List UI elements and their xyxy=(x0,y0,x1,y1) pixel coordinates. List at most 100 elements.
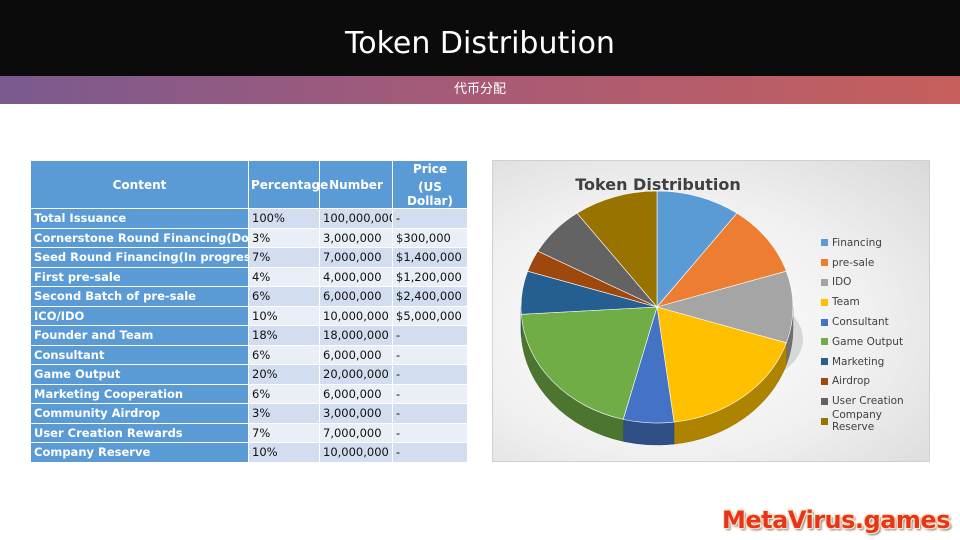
cell-price: $1,200,000 xyxy=(392,266,468,287)
cell-content: First pre-sale xyxy=(30,266,249,287)
title-bar xyxy=(0,0,960,76)
pie-slice xyxy=(576,190,658,308)
table-row: Seed Round Financing(In progress) 7% 7,000… xyxy=(30,247,468,268)
cell-number: 10,000,000 xyxy=(319,442,393,463)
cell-percentage: 3% xyxy=(248,403,320,424)
cell-number: 4,000,000 xyxy=(319,266,393,287)
table-row: Game Output 20% 20,000,000- xyxy=(30,364,468,385)
cell-percentage: 18% xyxy=(248,325,320,346)
pie-slice xyxy=(656,212,787,308)
cell-price: - xyxy=(392,383,468,404)
cell-content: Community Airdrop xyxy=(30,403,249,424)
cell-price: - xyxy=(392,344,468,365)
legend-label: Financing xyxy=(832,236,882,249)
cell-percentage: 6% xyxy=(248,344,320,365)
table-row: First pre-sale 4% 4,000,000 $1,200,000 xyxy=(30,266,468,287)
legend-item: Company Reserve xyxy=(821,409,925,434)
table-row: Community Airdrop 3% 3,000,000- xyxy=(30,403,468,424)
cell-price: $2,400,000 xyxy=(392,286,468,307)
cell-percentage: 10% xyxy=(248,305,320,326)
cell-percentage: 6% xyxy=(248,383,320,404)
cell-percentage: 6% xyxy=(248,286,320,307)
legend-swatch xyxy=(821,259,828,267)
table-row: Company Reserve 10% 10,000,000- xyxy=(30,442,468,463)
legend-label: IDO xyxy=(832,276,852,289)
pie-chart xyxy=(520,190,803,446)
cell-number: 20,000,000 xyxy=(319,364,393,385)
cell-percentage: 100% xyxy=(248,208,320,229)
cell-percentage: 4% xyxy=(248,266,320,287)
legend-label: pre-sale xyxy=(832,256,875,269)
pie-slice xyxy=(520,306,658,420)
legend-item: Airdrop xyxy=(821,372,925,392)
header-price-line2: (US Dollar) xyxy=(407,179,453,208)
cell-content: ICO/IDO xyxy=(30,305,249,326)
subtitle-bar xyxy=(0,76,960,104)
cell-content: Founder and Team xyxy=(30,325,249,346)
legend-item: Team xyxy=(821,292,925,312)
cell-number: 100,000,000 xyxy=(319,208,393,229)
table-row: Consultant 6% 6,000,000- xyxy=(30,344,468,365)
cell-percentage: 20% xyxy=(248,364,320,385)
legend-item: Game Output xyxy=(821,332,925,352)
table-header-row: Content Percentage Number Price (US Doll… xyxy=(30,160,468,209)
cell-price: - xyxy=(392,325,468,346)
pie-slice xyxy=(655,270,794,344)
cell-content: Company Reserve xyxy=(30,442,249,463)
legend-label: Team xyxy=(832,296,860,309)
legend-swatch xyxy=(821,377,828,385)
cell-price: - xyxy=(392,403,468,424)
legend-item: Consultant xyxy=(821,312,925,332)
legend-label: Company Reserve xyxy=(832,409,882,434)
cell-percentage: 10% xyxy=(248,442,320,463)
cell-content: Consultant xyxy=(30,344,249,365)
legend-item: Financing xyxy=(821,233,925,253)
legend-item: IDO xyxy=(821,273,925,293)
legend-swatch xyxy=(821,397,828,405)
cell-content: Total Issuance xyxy=(30,208,249,229)
cell-price: $1,400,000 xyxy=(392,247,468,268)
legend-swatch xyxy=(821,318,828,326)
distribution-table: Content Percentage Number Price (US Doll… xyxy=(30,160,468,463)
legend-item: User Creation xyxy=(821,391,925,411)
brand-logo-text: MetaVirus.games xyxy=(722,506,950,534)
pie-slice xyxy=(656,306,787,423)
legend-label: Consultant xyxy=(832,316,889,329)
cell-number: 7,000,000 xyxy=(319,247,393,268)
legend-item: Marketing xyxy=(821,352,925,372)
cell-percentage: 7% xyxy=(248,422,320,443)
pie-slice xyxy=(656,190,738,308)
cell-content: Cornerstone Round Financing(Done) xyxy=(30,227,249,248)
cell-price: - xyxy=(392,422,468,443)
cell-number: 3,000,000 xyxy=(319,227,393,248)
header-price: Price (US Dollar) xyxy=(392,160,468,209)
cell-price: $300,000 xyxy=(392,227,468,248)
cell-content: Seed Round Financing(In progress) xyxy=(30,247,249,268)
cell-price: - xyxy=(392,442,468,463)
chart-legend: Financing pre-sale IDO Team Consultant Game O… xyxy=(821,233,925,434)
cell-content: User Creation Rewards xyxy=(30,422,249,443)
cell-number: 3,000,000 xyxy=(319,403,393,424)
legend-label: Airdrop xyxy=(832,375,871,388)
cell-number: 10,000,000 xyxy=(319,305,393,326)
table-row: Second Batch of pre-sale 6% 6,000,000 $2,40… xyxy=(30,286,468,307)
table-row: User Creation Rewards 7% 7,000,000- xyxy=(30,422,468,443)
header-content: Content xyxy=(30,160,249,209)
cell-percentage: 3% xyxy=(248,227,320,248)
pie-chart-panel: Token Distribution Financing pre-sale IDO T… xyxy=(492,160,930,462)
cell-number: 6,000,000 xyxy=(319,344,393,365)
legend-swatch xyxy=(821,338,828,346)
legend-item: pre-sale xyxy=(821,253,925,273)
cell-number: 18,000,000 xyxy=(319,325,393,346)
header-percentage: Percentage xyxy=(248,160,328,209)
cell-price: $5,000,000 xyxy=(392,305,468,326)
chart-title: Token Distribution xyxy=(575,175,741,194)
legend-label: Game Output xyxy=(832,335,904,348)
cell-number: 6,000,000 xyxy=(319,383,393,404)
legend-label: Marketing xyxy=(832,355,885,368)
cell-percentage: 7% xyxy=(248,247,320,268)
legend-swatch xyxy=(821,278,828,286)
header-number: Number xyxy=(319,160,393,209)
table-row: Cornerstone Round Financing(Done) 3% 3,000… xyxy=(30,227,468,248)
page-title: Token Distribution xyxy=(345,26,615,61)
